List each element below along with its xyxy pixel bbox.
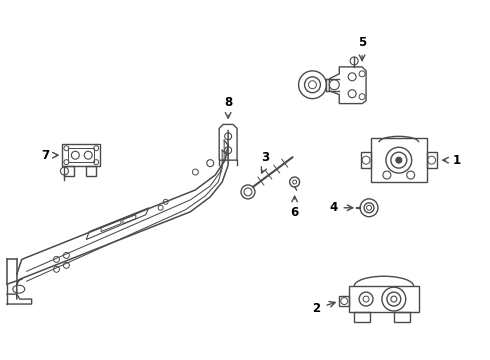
Text: 7: 7	[41, 149, 49, 162]
Text: 5: 5	[358, 36, 366, 49]
Text: 2: 2	[312, 302, 320, 315]
Circle shape	[396, 157, 402, 163]
Text: 1: 1	[452, 154, 461, 167]
Text: 8: 8	[224, 95, 232, 109]
Text: 6: 6	[291, 206, 299, 219]
Text: 4: 4	[329, 201, 337, 214]
Text: 3: 3	[261, 151, 269, 164]
